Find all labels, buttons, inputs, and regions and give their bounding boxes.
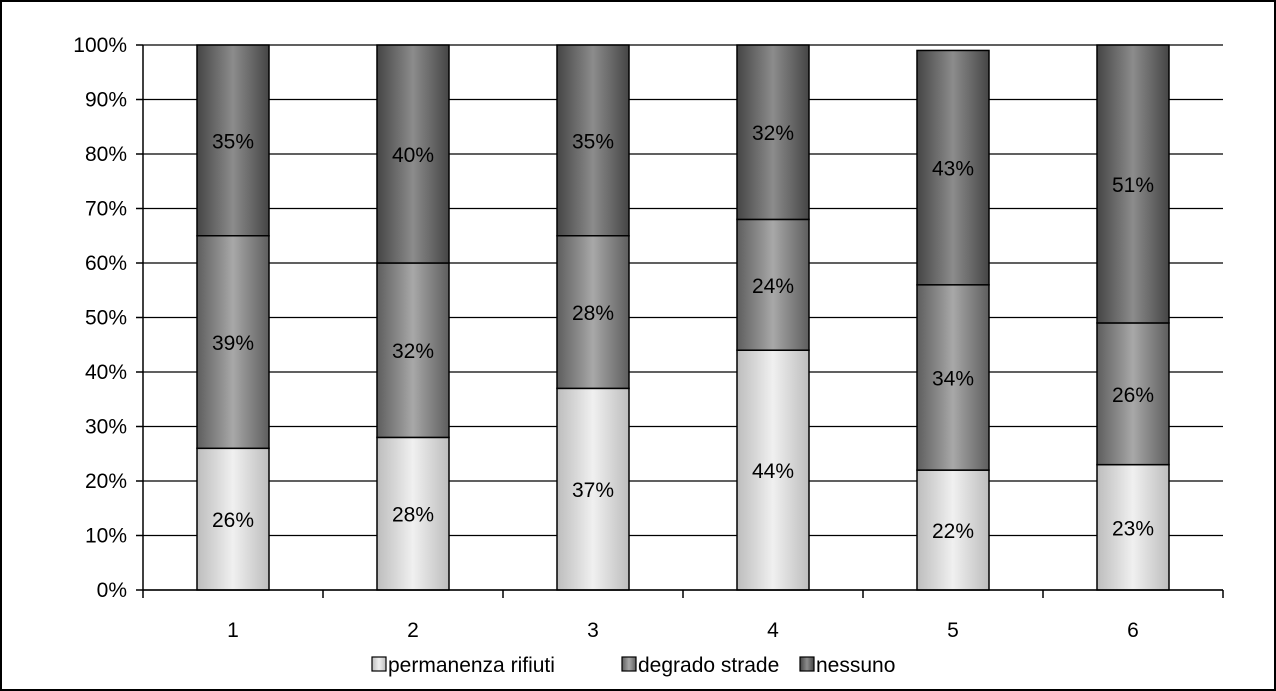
- y-tick-label: 60%: [85, 252, 127, 275]
- legend-label: degrado strade: [638, 654, 779, 677]
- y-tick-label: 90%: [85, 89, 127, 112]
- x-tick-label: 4: [767, 619, 779, 642]
- data-label: 32%: [392, 340, 434, 363]
- data-label: 35%: [212, 130, 254, 153]
- bar-segment: [736, 349, 810, 591]
- bar-segment: [376, 44, 450, 264]
- data-label: 23%: [1112, 517, 1154, 540]
- data-labels: 26% 39% 35% 28% 32% 40% 37% 28% 35% 44% 24% 32% 22% 3…: [212, 122, 1154, 543]
- axes: [136, 44, 1224, 598]
- data-label: 34%: [932, 367, 974, 390]
- bar-segment: [556, 235, 630, 390]
- bar-segment: [196, 447, 270, 591]
- y-tick-label: 70%: [85, 198, 127, 221]
- legend: permanenza rifiuti degrado strade nessuno: [371, 654, 895, 677]
- legend-swatch: [371, 656, 387, 672]
- data-label: 24%: [752, 275, 794, 298]
- gridlines: [143, 44, 1223, 591]
- data-label: 28%: [392, 504, 434, 527]
- bar-segment: [196, 235, 270, 450]
- bar-segment: [736, 218, 810, 351]
- bar-segment: [556, 44, 630, 237]
- x-tick-label: 2: [407, 619, 419, 642]
- data-label: 26%: [212, 509, 254, 532]
- y-tick-label: 10%: [85, 525, 127, 548]
- y-tick-label: 0%: [97, 579, 127, 602]
- bar-segment: [376, 436, 450, 591]
- y-tick-label: 100%: [73, 34, 127, 57]
- data-label: 35%: [572, 130, 614, 153]
- x-tick-label: 6: [1127, 619, 1139, 642]
- data-label: 26%: [1112, 384, 1154, 407]
- legend-label: nessuno: [816, 654, 895, 677]
- x-tick-label: 1: [227, 619, 239, 642]
- legend-label: permanenza rifiuti: [388, 654, 555, 677]
- data-label: 44%: [752, 460, 794, 483]
- y-tick-label: 30%: [85, 416, 127, 439]
- bar-segment: [736, 44, 810, 221]
- bar-segment: [556, 387, 630, 591]
- bar-segment: [196, 44, 270, 237]
- x-axis-tick-labels: 1 2 3 4 5 6: [227, 619, 1139, 642]
- x-tick-label: 5: [947, 619, 959, 642]
- data-label: 37%: [572, 479, 614, 502]
- legend-swatch: [799, 656, 815, 672]
- data-label: 51%: [1112, 174, 1154, 197]
- y-tick-label: 80%: [85, 143, 127, 166]
- bar-segment: [916, 49, 990, 286]
- data-label: 22%: [932, 520, 974, 543]
- y-tick-label: 20%: [85, 470, 127, 493]
- bar-segment: [1096, 322, 1170, 466]
- bars: [196, 44, 1170, 591]
- data-label: 39%: [212, 332, 254, 355]
- data-label: 43%: [932, 158, 974, 181]
- data-label: 32%: [752, 122, 794, 145]
- legend-swatch: [621, 656, 637, 672]
- bar-segment: [1096, 44, 1170, 324]
- bar-segment: [916, 284, 990, 471]
- y-tick-label: 40%: [85, 361, 127, 384]
- y-axis-tick-labels: 0% 10% 20% 30% 40% 50% 60% 70% 80% 90% 100%: [73, 34, 127, 602]
- data-label: 28%: [572, 302, 614, 325]
- data-label: 40%: [392, 144, 434, 167]
- y-tick-label: 50%: [85, 307, 127, 330]
- x-tick-label: 3: [587, 619, 599, 642]
